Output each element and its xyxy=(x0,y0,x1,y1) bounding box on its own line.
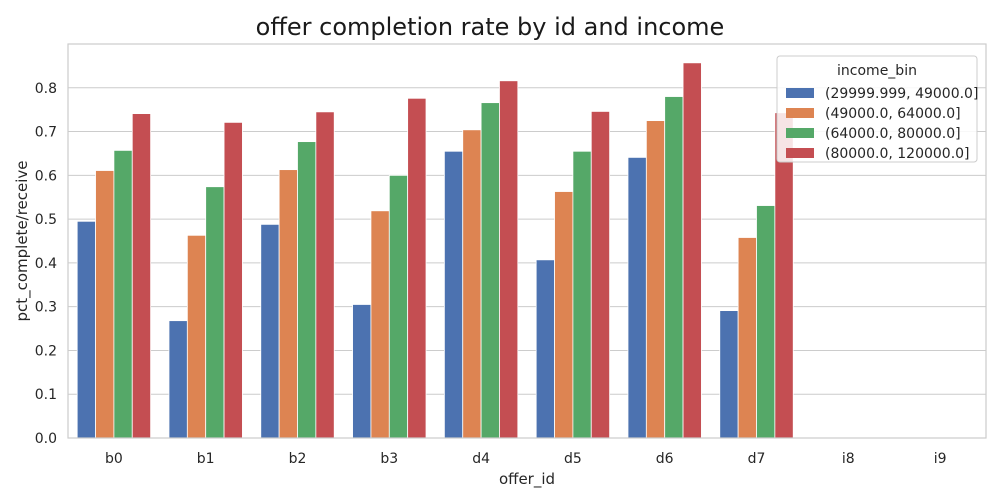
legend-entry-label: (64000.0, 80000.0] xyxy=(825,126,961,142)
y-tick-label: 0.8 xyxy=(35,81,57,97)
bar-b1-series-2 xyxy=(205,186,225,439)
bar-d7-series-0 xyxy=(719,310,739,439)
legend-swatch xyxy=(786,148,814,158)
legend-swatch xyxy=(786,108,814,118)
bar-b2-series-2 xyxy=(297,141,317,439)
y-tick-label: 0.4 xyxy=(35,256,57,272)
x-tick-label: d7 xyxy=(748,451,766,467)
y-tick-label: 0.5 xyxy=(35,212,57,228)
x-tick-label: i8 xyxy=(842,451,855,467)
bar-d7-series-1 xyxy=(737,237,757,439)
y-tick-label: 0.1 xyxy=(35,387,57,403)
bar-d4-series-1 xyxy=(462,129,482,439)
x-tick-label: b1 xyxy=(197,451,215,467)
bar-b3-series-0 xyxy=(352,304,372,439)
y-tick-label: 0.6 xyxy=(35,168,57,184)
y-tick-label: 0.2 xyxy=(35,343,57,359)
bar-b0-series-1 xyxy=(95,170,115,439)
bar-d6-series-0 xyxy=(627,156,647,439)
bar-d5-series-0 xyxy=(535,259,555,439)
x-tick-label: d6 xyxy=(656,451,674,467)
x-tick-label: d4 xyxy=(472,451,490,467)
chart-title: offer completion rate by id and income xyxy=(256,13,725,41)
bar-d6-series-3 xyxy=(682,62,702,439)
x-tick-label: b3 xyxy=(380,451,398,467)
x-tick-labels: b0 b1 b2 b3 d4 d5 d6 d7 i8 i9 xyxy=(105,451,946,467)
y-tick-labels: 0.0 0.1 0.2 0.3 0.4 0.5 0.6 0.7 0.8 xyxy=(35,81,57,447)
bar-b1-series-3 xyxy=(223,121,243,439)
plot-frame xyxy=(67,43,987,439)
legend-entry-label: (49000.0, 64000.0] xyxy=(825,106,961,122)
legend-swatch xyxy=(786,128,814,138)
bar-b3-series-2 xyxy=(388,174,409,439)
x-tick-label: i9 xyxy=(934,451,947,467)
bars xyxy=(76,62,794,439)
legend-title: income_bin xyxy=(837,63,917,79)
legend-swatch xyxy=(786,88,814,98)
bar-b2-series-0 xyxy=(260,223,280,439)
bar-b2-series-3 xyxy=(315,111,335,439)
bar-d4-series-2 xyxy=(480,102,500,439)
x-tick-label: b2 xyxy=(289,451,307,467)
bar-d4-series-3 xyxy=(499,80,519,439)
bar-d6-series-1 xyxy=(645,120,666,439)
x-tick-label: d5 xyxy=(564,451,582,467)
y-tick-label: 0.7 xyxy=(35,125,57,141)
y-tick-label: 0.3 xyxy=(35,300,57,316)
legend-entry-label: (29999.999, 49000.0] xyxy=(825,86,978,102)
bar-b1-series-1 xyxy=(186,234,207,439)
bar-b3-series-3 xyxy=(407,97,427,439)
bar-b0-series-0 xyxy=(76,220,96,439)
x-axis-label: offer_id xyxy=(499,470,555,489)
y-tick-label: 0.0 xyxy=(35,431,57,447)
legend-entry-label: (80000.0, 120000.0] xyxy=(825,146,970,162)
bar-d7-series-2 xyxy=(756,205,776,439)
y-axis-label: pct_complete/receive xyxy=(13,160,32,321)
bar-d5-series-2 xyxy=(572,150,592,439)
bar-b1-series-0 xyxy=(168,320,188,439)
legend-box xyxy=(776,55,978,163)
bar-b0-series-3 xyxy=(131,113,152,439)
bar-b2-series-1 xyxy=(278,169,298,439)
bar-d5-series-1 xyxy=(554,191,574,439)
bar-b3-series-1 xyxy=(370,210,390,439)
bar-d4-series-0 xyxy=(443,150,464,439)
bar-b0-series-2 xyxy=(113,149,133,439)
x-tick-label: b0 xyxy=(105,451,123,467)
legend: income_bin (29999.999, 49000.0] (49000.0,… xyxy=(776,55,978,163)
bar-d5-series-3 xyxy=(590,111,611,439)
bar-d6-series-2 xyxy=(664,96,684,439)
legend-items: (29999.999, 49000.0] (49000.0, 64000.0] (6… xyxy=(786,86,978,162)
